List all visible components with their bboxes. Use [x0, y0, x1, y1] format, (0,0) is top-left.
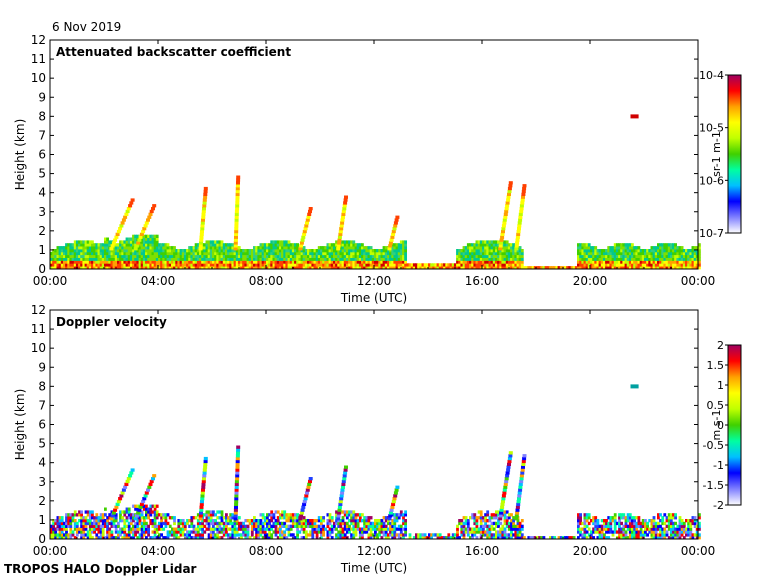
y-axis-label: Height (km) [13, 389, 27, 460]
y-tick-label: 7 [38, 128, 46, 142]
x-tick-label: 16:00 [465, 544, 500, 558]
x-axis-label: Time (UTC) [340, 561, 407, 575]
y-tick-label: 12 [31, 33, 46, 47]
x-tick-label: 08:00 [249, 544, 284, 558]
y-tick-label: 0 [38, 532, 46, 546]
x-tick-label: 00:00 [33, 544, 68, 558]
x-tick-label: 00:00 [681, 544, 716, 558]
data-field [50, 384, 701, 540]
y-tick-label: 3 [38, 475, 46, 489]
y-tick-label: 3 [38, 205, 46, 219]
x-tick-label: 12:00 [357, 274, 392, 288]
instrument-label: TROPOS HALO Doppler Lidar [4, 562, 197, 576]
colorbar-tick-label: 2 [717, 339, 724, 352]
y-tick-label: 6 [38, 418, 46, 432]
y-tick-label: 2 [38, 224, 46, 238]
y-tick-label: 0 [38, 262, 46, 276]
colorbar-tick-label: 10-5 [699, 122, 724, 135]
colorbar-tick-label: -2 [713, 499, 724, 512]
x-tick-label: 00:00 [33, 274, 68, 288]
y-tick-label: 11 [31, 322, 46, 336]
y-tick-label: 8 [38, 109, 46, 123]
y-tick-label: 4 [38, 456, 46, 470]
y-tick-label: 1 [38, 243, 46, 257]
data-field [50, 114, 701, 270]
x-tick-label: 04:00 [141, 544, 176, 558]
colorbar-tick-label: 10-7 [699, 227, 724, 240]
panel-title: Doppler velocity [56, 315, 167, 329]
colorbar-tick-label: 1 [717, 379, 724, 392]
colorbar-unit-label: m s-1 [710, 410, 723, 441]
x-tick-label: 08:00 [249, 274, 284, 288]
x-tick-label: 04:00 [141, 274, 176, 288]
panel-title: Attenuated backscatter coefficient [56, 45, 291, 59]
x-tick-label: 12:00 [357, 544, 392, 558]
colorbar-tick-label: 0.5 [707, 399, 725, 412]
y-tick-label: 9 [38, 360, 46, 374]
colorbar-tick-label: 0 [717, 419, 724, 432]
date-label: 6 Nov 2019 [52, 20, 122, 34]
y-tick-label: 5 [38, 437, 46, 451]
y-tick-label: 12 [31, 303, 46, 317]
y-tick-label: 10 [31, 71, 46, 85]
y-tick-label: 10 [31, 341, 46, 355]
colorbar [727, 344, 742, 506]
colorbar-tick-label: -0.5 [703, 439, 724, 452]
colorbar-tick-label: -1 [713, 459, 724, 472]
colorbar-tick-label: 1.5 [707, 359, 725, 372]
y-tick-label: 4 [38, 186, 46, 200]
x-tick-label: 16:00 [465, 274, 500, 288]
y-tick-label: 7 [38, 398, 46, 412]
colorbar-unit-label: sr-1 m-1 [710, 131, 723, 177]
x-axis-label: Time (UTC) [340, 291, 407, 305]
x-tick-label: 20:00 [573, 274, 608, 288]
colorbar [727, 74, 742, 234]
x-tick-label: 00:00 [681, 274, 716, 288]
colorbar-tick-label: 10-6 [699, 174, 724, 187]
y-tick-label: 8 [38, 379, 46, 393]
y-tick-label: 1 [38, 513, 46, 527]
y-tick-label: 5 [38, 167, 46, 181]
y-tick-label: 2 [38, 494, 46, 508]
y-tick-label: 9 [38, 90, 46, 104]
y-tick-label: 6 [38, 148, 46, 162]
x-tick-label: 20:00 [573, 544, 608, 558]
y-axis-label: Height (km) [13, 119, 27, 190]
y-tick-label: 11 [31, 52, 46, 66]
colorbar-tick-label: -1.5 [703, 479, 724, 492]
plot-frame [49, 39, 699, 270]
colorbar-tick-label: 10-4 [699, 69, 724, 82]
